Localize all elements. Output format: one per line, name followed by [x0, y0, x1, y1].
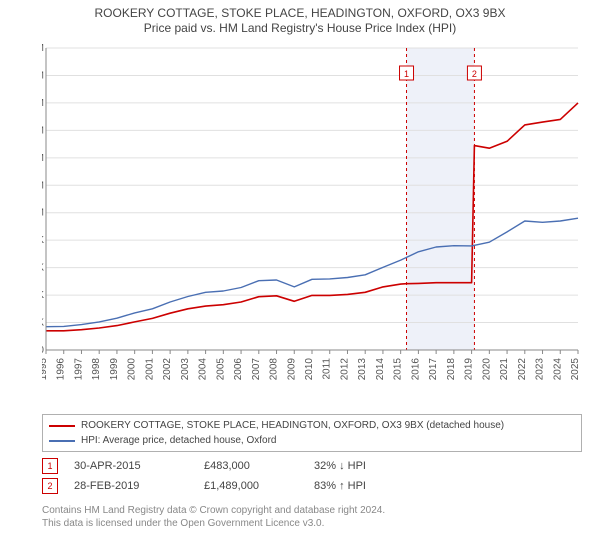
svg-text:2025: 2025	[570, 358, 581, 381]
svg-text:2021: 2021	[499, 358, 510, 381]
event-marker-1: 1	[42, 458, 58, 474]
svg-text:2003: 2003	[180, 358, 191, 381]
svg-text:£1.8M: £1.8M	[42, 98, 44, 109]
svg-text:£1.4M: £1.4M	[42, 153, 44, 164]
event-pct-2: 83% ↑ HPI	[314, 480, 424, 492]
svg-text:2020: 2020	[481, 358, 492, 381]
event-price-1: £483,000	[204, 460, 314, 472]
chart-svg: £0 £200K £400K £600K £800K £1M £1.2M £1.4M £1.6M…	[42, 44, 582, 404]
legend-item-hpi: HPI: Average price, detached house, Oxfo…	[49, 433, 575, 448]
svg-text:2010: 2010	[304, 358, 315, 381]
event-marker-2: 2	[42, 478, 58, 494]
svg-text:2004: 2004	[198, 358, 209, 381]
svg-text:2005: 2005	[215, 358, 226, 381]
svg-text:£800K: £800K	[42, 235, 44, 246]
svg-text:2011: 2011	[322, 358, 333, 380]
svg-text:2009: 2009	[286, 358, 297, 381]
chart-area: £0 £200K £400K £600K £800K £1M £1.2M £1.4M £1.6M…	[42, 44, 582, 404]
svg-text:£2M: £2M	[42, 70, 44, 81]
svg-text:2019: 2019	[464, 358, 475, 381]
footer-block: Contains HM Land Registry data © Crown c…	[42, 504, 582, 530]
svg-text:2006: 2006	[233, 358, 244, 381]
svg-text:£0: £0	[42, 345, 44, 356]
svg-text:1996: 1996	[56, 358, 67, 381]
svg-text:£1M: £1M	[42, 208, 44, 219]
event-date-2: 28-FEB-2019	[74, 480, 204, 492]
svg-text:2008: 2008	[269, 358, 280, 381]
legend-swatch-rookery	[49, 425, 75, 427]
event-row-2: 2 28-FEB-2019 £1,489,000 83% ↑ HPI	[42, 476, 582, 496]
svg-text:2017: 2017	[428, 358, 439, 381]
svg-text:£2.2M: £2.2M	[42, 44, 44, 54]
svg-text:2018: 2018	[446, 358, 457, 381]
legend-box: ROOKERY COTTAGE, STOKE PLACE, HEADINGTON…	[42, 414, 582, 452]
event-row-1: 1 30-APR-2015 £483,000 32% ↓ HPI	[42, 456, 582, 476]
svg-text:£200K: £200K	[42, 318, 44, 329]
title-line-1: ROOKERY COTTAGE, STOKE PLACE, HEADINGTON…	[0, 6, 600, 21]
svg-text:2012: 2012	[339, 358, 350, 381]
svg-text:2007: 2007	[251, 358, 262, 381]
svg-text:2016: 2016	[410, 358, 421, 381]
svg-text:£1.2M: £1.2M	[42, 180, 44, 191]
svg-text:2014: 2014	[375, 358, 386, 381]
svg-text:1: 1	[404, 69, 409, 79]
svg-text:1997: 1997	[73, 358, 84, 381]
svg-text:1999: 1999	[109, 358, 120, 381]
footer-line-2: This data is licensed under the Open Gov…	[42, 517, 582, 530]
svg-text:2015: 2015	[393, 358, 404, 381]
svg-text:2001: 2001	[144, 358, 155, 381]
events-block: 1 30-APR-2015 £483,000 32% ↓ HPI 2 28-FE…	[42, 456, 582, 496]
footer-line-1: Contains HM Land Registry data © Crown c…	[42, 504, 582, 517]
event-pct-1: 32% ↓ HPI	[314, 460, 424, 472]
legend-label-hpi: HPI: Average price, detached house, Oxfo…	[81, 433, 277, 448]
title-block: ROOKERY COTTAGE, STOKE PLACE, HEADINGTON…	[0, 0, 600, 36]
svg-text:£1.6M: £1.6M	[42, 125, 44, 136]
figure-root: ROOKERY COTTAGE, STOKE PLACE, HEADINGTON…	[0, 0, 600, 560]
title-line-2: Price paid vs. HM Land Registry's House …	[0, 21, 600, 36]
svg-text:2024: 2024	[552, 358, 563, 381]
svg-text:£600K: £600K	[42, 263, 44, 274]
svg-text:1998: 1998	[91, 358, 102, 381]
legend-item-rookery: ROOKERY COTTAGE, STOKE PLACE, HEADINGTON…	[49, 418, 575, 433]
svg-text:2023: 2023	[535, 358, 546, 381]
legend-swatch-hpi	[49, 440, 75, 442]
legend-label-rookery: ROOKERY COTTAGE, STOKE PLACE, HEADINGTON…	[81, 418, 504, 433]
event-date-1: 30-APR-2015	[74, 460, 204, 472]
event-price-2: £1,489,000	[204, 480, 314, 492]
svg-text:2: 2	[472, 69, 477, 79]
svg-text:2022: 2022	[517, 358, 528, 381]
svg-text:2002: 2002	[162, 358, 173, 381]
svg-text:2013: 2013	[357, 358, 368, 381]
svg-text:2000: 2000	[127, 358, 138, 381]
svg-text:£400K: £400K	[42, 290, 44, 301]
svg-text:1995: 1995	[42, 358, 49, 381]
